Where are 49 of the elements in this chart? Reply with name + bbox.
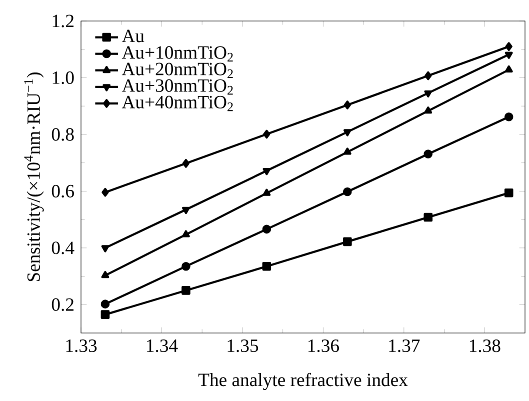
point [424,106,432,114]
y-tick-label: 1.2 [52,14,74,28]
point [504,52,513,59]
x-tick-label: 1.34 [147,339,178,352]
x-tick-label: 1.37 [389,339,420,352]
point [424,90,432,98]
legend-label: Au+10nmTiO$_{2}$ [122,46,233,62]
x-axis-title: The analyte refractive index [198,372,408,390]
point [262,188,271,196]
y-tick-label: 1.0 [52,71,74,84]
legend-label: Au+40nmTiO$_{2}$ [122,96,233,112]
point [262,262,272,271]
point [100,300,110,308]
point [102,188,109,197]
point [182,262,190,271]
point [182,286,190,295]
x-tick-label: 1.38 [470,339,500,352]
point [262,224,272,234]
point [504,188,514,198]
point [343,129,352,136]
point [504,65,513,73]
point [424,71,432,80]
legend-label: Au+20nmTiO$_{2}$ [122,62,233,78]
x-tick-label: 1.35 [228,339,258,352]
y-tick-label: 0.8 [52,128,74,141]
point [424,150,433,158]
point [100,310,110,319]
point [344,100,351,110]
point [262,168,271,176]
point [101,271,110,278]
y-tick-label: 0.2 [52,298,74,311]
x-tick-label: 1.36 [308,339,339,352]
y-axis-title: Sensitivity/(×10$^{4}$nm·RIU$^{−1}$) [24,72,44,282]
point [343,187,352,196]
point [182,230,190,238]
point [343,148,352,155]
point [343,237,352,246]
point [263,130,270,139]
point [505,42,512,51]
legend-label: Au+30nmTiO$_{2}$ [122,79,233,95]
y-tick-label: 0.4 [52,242,74,254]
x-tick-label: 1.33 [66,339,97,352]
point [182,206,190,214]
y-tick-label: 0.6 [52,184,74,198]
point [424,212,433,222]
legend-label: Au [122,30,144,42]
point [182,158,190,168]
point [101,245,110,252]
point [504,112,514,122]
